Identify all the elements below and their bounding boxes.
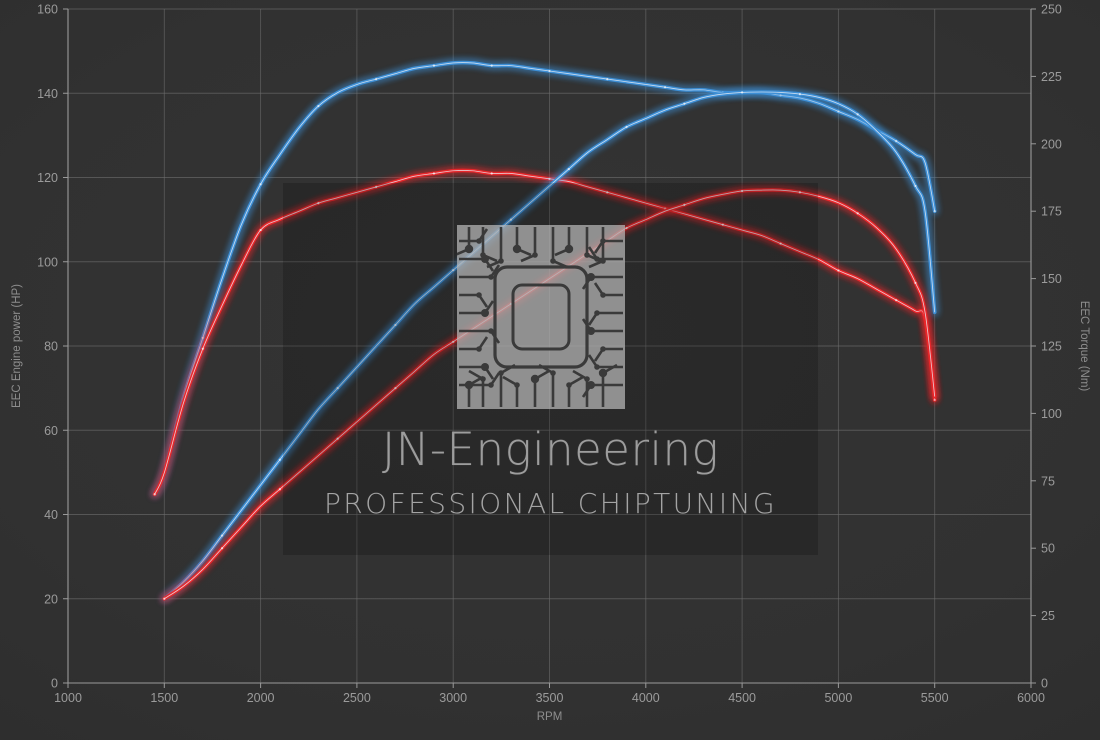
data-point — [914, 184, 917, 188]
tick-label-left: 160 — [37, 3, 58, 17]
data-point — [317, 104, 320, 108]
tick-label-x: 5500 — [921, 691, 949, 705]
data-point — [375, 77, 378, 81]
watermark-subtitle: PROFESSIONAL CHIPTUNING — [323, 487, 777, 520]
data-point — [336, 387, 339, 390]
data-point — [683, 102, 686, 105]
data-point — [163, 597, 166, 600]
data-point — [837, 269, 840, 272]
tick-label-right: 150 — [1041, 272, 1062, 286]
tick-label-left: 0 — [51, 677, 58, 691]
data-point — [798, 92, 801, 96]
data-point — [721, 223, 724, 226]
tick-label-x: 2000 — [247, 691, 275, 705]
data-point — [278, 488, 281, 491]
data-point — [895, 299, 898, 302]
data-point — [798, 191, 801, 194]
tick-label-x: 5000 — [824, 691, 852, 705]
data-point — [394, 323, 397, 327]
watermark-title: JN-Engineering — [381, 423, 720, 476]
tick-label-x: 4500 — [728, 691, 756, 705]
tick-label-x: 6000 — [1017, 691, 1045, 705]
data-point — [336, 437, 339, 440]
tick-label-right: 250 — [1041, 3, 1062, 17]
data-point — [220, 547, 224, 550]
data-point — [933, 210, 936, 213]
axis-title-right: EEC Torque (Nm) — [1078, 301, 1090, 392]
data-point — [548, 69, 551, 73]
data-point — [201, 347, 204, 350]
tick-label-left: 40 — [44, 508, 58, 522]
data-point — [895, 140, 898, 143]
tick-label-right: 225 — [1041, 70, 1062, 84]
data-point — [856, 212, 859, 215]
tick-label-right: 75 — [1041, 474, 1055, 488]
data-point — [606, 191, 609, 194]
cpu-chip-graphic — [457, 225, 625, 409]
axis-title-x: RPM — [537, 711, 563, 723]
tick-label-x: 3000 — [439, 691, 467, 705]
tick-label-left: 120 — [37, 171, 58, 185]
data-point — [375, 185, 378, 189]
data-point — [452, 340, 455, 343]
series-3 — [161, 88, 938, 602]
data-point — [432, 64, 436, 67]
tick-label-right: 0 — [1041, 677, 1048, 691]
tick-label-x: 2500 — [343, 691, 371, 705]
data-point — [625, 226, 628, 230]
data-point — [548, 177, 551, 180]
series-highlight — [164, 91, 936, 600]
series-1 — [151, 59, 938, 498]
tick-label-right: 125 — [1041, 340, 1062, 354]
tick-label-left: 80 — [44, 340, 58, 354]
cpu-chip-icon — [457, 225, 625, 409]
data-point — [317, 202, 320, 205]
tick-label-right: 100 — [1041, 407, 1062, 421]
watermark-overlay: JN-Engineering PROFESSIONAL CHIPTUNING — [283, 183, 818, 555]
tick-label-x: 3500 — [536, 691, 564, 705]
data-point — [490, 172, 493, 175]
tick-label-x: 4000 — [632, 691, 660, 705]
tick-label-left: 20 — [44, 592, 58, 606]
axis-title-left: EEC Engine power (HP) — [11, 284, 23, 408]
tick-label-right: 25 — [1041, 609, 1055, 623]
data-point — [837, 110, 840, 113]
data-point — [259, 228, 262, 232]
data-point — [663, 86, 667, 89]
data-point — [509, 218, 513, 221]
data-point — [741, 189, 744, 193]
tick-label-x: 1000 — [54, 691, 82, 705]
tick-label-right: 50 — [1041, 542, 1055, 556]
tick-label-left: 140 — [37, 87, 58, 101]
tick-label-x: 1500 — [150, 691, 178, 705]
data-point — [856, 113, 859, 116]
data-point — [452, 269, 455, 272]
data-point — [201, 336, 204, 340]
data-point — [567, 167, 570, 171]
tick-label-left: 100 — [37, 255, 58, 269]
data-point — [153, 493, 156, 496]
tick-label-right: 175 — [1041, 205, 1062, 219]
tick-label-left: 60 — [44, 424, 58, 438]
tick-label-right: 200 — [1041, 137, 1062, 151]
data-point — [259, 183, 262, 186]
data-point — [278, 458, 281, 461]
data-point — [490, 64, 493, 67]
data-point — [606, 77, 609, 81]
data-point — [220, 534, 224, 537]
data-point — [432, 172, 436, 175]
data-point — [741, 91, 744, 94]
series-2 — [151, 167, 938, 498]
data-point — [779, 242, 782, 245]
data-point — [394, 387, 397, 390]
data-point — [625, 125, 628, 129]
data-point — [683, 203, 686, 206]
data-point — [914, 281, 917, 284]
